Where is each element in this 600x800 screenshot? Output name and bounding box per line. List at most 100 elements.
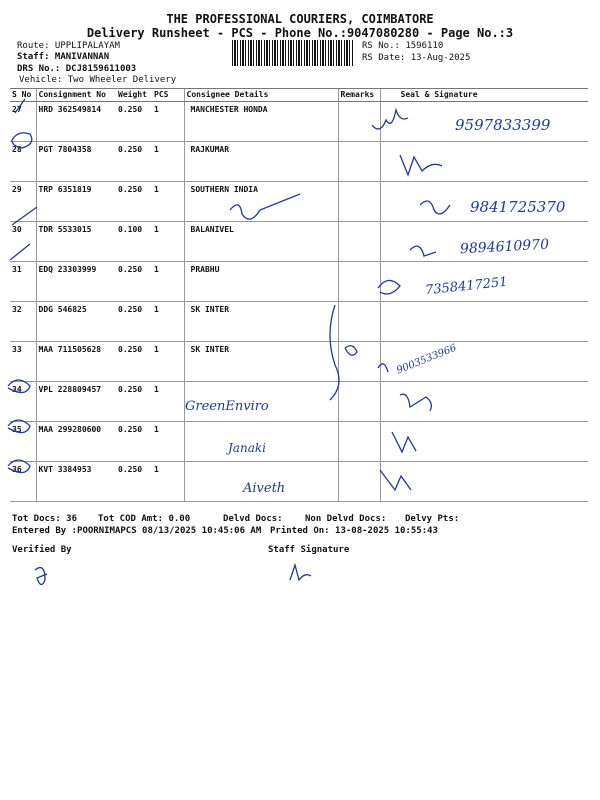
staff: Staff: MANIVANNAN [17, 52, 110, 62]
col-consignment: Consignment No [35, 88, 116, 102]
cell-sig [379, 101, 588, 142]
drs-number: DRS No.: DCJ8159611003 [17, 64, 137, 74]
cell-pcs: 1 [152, 261, 184, 302]
cell-weight: 0.250 [116, 181, 152, 222]
vehicle: Vehicle: Two Wheeler Delivery [19, 75, 177, 85]
consignment-table: S No Consignment No Weight PCS Consignee… [10, 88, 588, 502]
cell-cno: PGT 7804358 [35, 141, 116, 182]
cell-consignee [183, 381, 338, 422]
table-row: 28 PGT 7804358 0.250 1 RAJKUMAR [10, 141, 588, 182]
cell-pcs: 1 [152, 421, 184, 462]
cell-remarks [337, 221, 380, 262]
cell-cno: DDG 546825 [35, 301, 116, 342]
cell-remarks [337, 181, 380, 222]
cell-cno: HRD 362549814 [35, 101, 116, 142]
table-row: 31 EDQ 23303999 0.250 1 PRABHU [10, 261, 588, 302]
cell-remarks [337, 461, 380, 502]
cell-remarks [337, 341, 380, 382]
cell-consignee: BALANIVEL [183, 221, 338, 262]
cell-sno: 27 [10, 101, 36, 142]
handwritten-phone: 9841725370 [470, 198, 566, 216]
cell-cno: EDQ 23303999 [35, 261, 116, 302]
cell-sno: 32 [10, 301, 36, 342]
cell-weight: 0.250 [116, 101, 152, 142]
cell-sno: 29 [10, 181, 36, 222]
col-consignee: Consignee Details [183, 88, 338, 102]
cell-pcs: 1 [152, 181, 184, 222]
col-remarks: Remarks [337, 88, 380, 102]
cell-pcs: 1 [152, 101, 184, 142]
cell-sig [379, 261, 588, 302]
cell-remarks [337, 261, 380, 302]
non-delivered-docs: Non Delvd Docs: [305, 514, 387, 524]
rs-date: RS Date: 13-Aug-2025 [362, 53, 471, 63]
col-sno: S No [10, 88, 36, 102]
cell-cno: MAA 299280600 [35, 421, 116, 462]
table-row: 35 MAA 299280600 0.250 1 [10, 421, 588, 462]
route: Route: UPPLIPALAYAM [17, 41, 120, 51]
staff-signature-mark [289, 562, 312, 582]
cell-consignee: RAJKUMAR [183, 141, 338, 182]
printed-on: Printed On: 13-08-2025 10:55:43 [270, 526, 438, 536]
cell-cno: TRP 6351819 [35, 181, 116, 222]
handwritten-name: Janaki [228, 441, 266, 455]
cell-remarks [337, 301, 380, 342]
runsheet-title: Delivery Runsheet - PCS - Phone No.:9047… [86, 26, 514, 40]
table-row: 27 HRD 362549814 0.250 1 MANCHESTER HONDA [10, 101, 588, 142]
table-row: 34 VPL 228809457 0.250 1 [10, 381, 588, 422]
entered-by: Entered By :POORNIMAPCS 08/13/2025 10:45… [12, 526, 262, 536]
cell-weight: 0.250 [116, 421, 152, 462]
cell-pcs: 1 [152, 141, 184, 182]
cell-pcs: 1 [152, 341, 184, 382]
handwritten-name: GreenEnviro [185, 399, 269, 414]
rs-number: RS No.: 1596110 [362, 41, 444, 51]
cell-sno: 34 [10, 381, 36, 422]
cell-weight: 0.250 [116, 261, 152, 302]
cell-sno: 35 [10, 421, 36, 462]
delivered-docs: Delvd Docs: [223, 514, 283, 524]
cell-sig [379, 461, 588, 502]
col-weight: Weight [116, 88, 152, 102]
table-row: 36 KVT 3384953 0.250 1 [10, 461, 588, 502]
cell-consignee: SK INTER [183, 341, 338, 382]
cell-sig [379, 341, 588, 382]
cell-weight: 0.250 [116, 341, 152, 382]
cell-cno: TDR 5533015 [35, 221, 116, 262]
cell-cno: MAA 711505628 [35, 341, 116, 382]
cell-pcs: 1 [152, 461, 184, 502]
handwritten-phone: 9597833399 [455, 116, 551, 134]
cell-consignee: SK INTER [183, 301, 338, 342]
cell-consignee [183, 461, 338, 502]
cell-weight: 0.250 [116, 301, 152, 342]
cell-sno: 33 [10, 341, 36, 382]
cell-remarks [337, 101, 380, 142]
cell-remarks [337, 381, 380, 422]
cell-pcs: 1 [152, 221, 184, 262]
cell-sno: 28 [10, 141, 36, 182]
cell-sno: 36 [10, 461, 36, 502]
handwritten-name: Aiveth [243, 481, 286, 496]
cell-sig [379, 381, 588, 422]
company-name: THE PROFESSIONAL COURIERS, COIMBATORE [166, 12, 434, 26]
cell-weight: 0.250 [116, 141, 152, 182]
col-pcs: PCS [152, 88, 184, 102]
cell-weight: 0.250 [116, 381, 152, 422]
total-cod: Tot COD Amt: 0.00 [98, 514, 191, 524]
cell-sig [379, 141, 588, 182]
delivery-points: Delvy Pts: [405, 514, 460, 524]
table-row: 33 MAA 711505628 0.250 1 SK INTER [10, 341, 588, 382]
cell-sno: 30 [10, 221, 36, 262]
cell-consignee: MANCHESTER HONDA [183, 101, 338, 142]
cell-sig [379, 181, 588, 222]
col-signature: Seal & Signature [379, 88, 588, 102]
cell-remarks [337, 421, 380, 462]
cell-weight: 0.250 [116, 461, 152, 502]
table-row: 32 DDG 546825 0.250 1 SK INTER [10, 301, 588, 342]
staff-signature-label: Staff Signature [268, 545, 350, 555]
total-docs: Tot Docs: 36 [12, 514, 78, 524]
cell-cno: VPL 228809457 [35, 381, 116, 422]
cell-cno: KVT 3384953 [35, 461, 116, 502]
verifier-signature [34, 566, 48, 586]
cell-consignee: SOUTHERN INDIA [183, 181, 338, 222]
